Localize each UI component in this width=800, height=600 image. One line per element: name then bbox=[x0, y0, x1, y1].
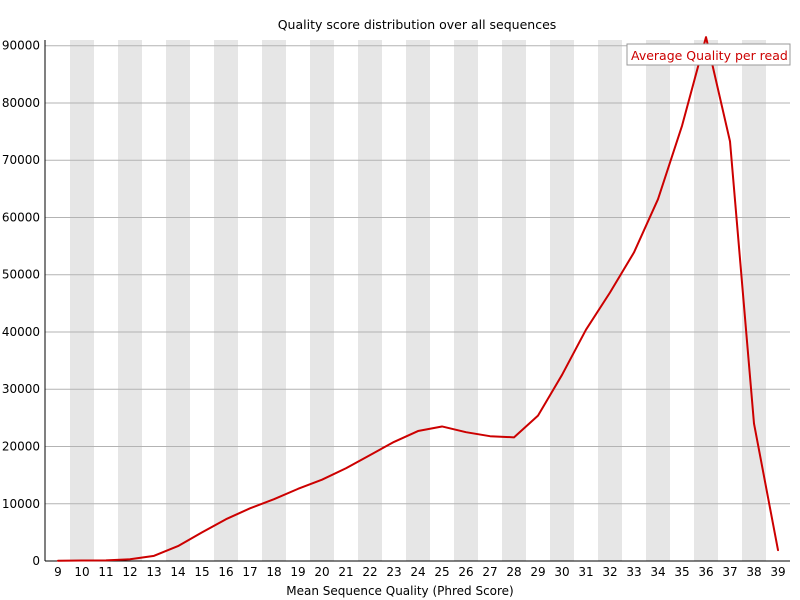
x-tick-label-22: 22 bbox=[362, 565, 377, 579]
x-tick-label-18: 18 bbox=[266, 565, 281, 579]
legend: Average Quality per read bbox=[626, 43, 791, 66]
x-tick-label-27: 27 bbox=[482, 565, 497, 579]
x-tick-label-33: 33 bbox=[626, 565, 641, 579]
x-tick-label-23: 23 bbox=[386, 565, 401, 579]
x-tick-label-34: 34 bbox=[650, 565, 665, 579]
x-tick-label-14: 14 bbox=[170, 565, 185, 579]
x-tick-label-21: 21 bbox=[338, 565, 353, 579]
y-tick-labels: 0 10000 20000 30000 40000 50000 60000 70000 8000… bbox=[2, 39, 40, 568]
stripe-36 bbox=[694, 40, 718, 561]
plot-gridlines bbox=[45, 45, 790, 505]
x-tick-label-38: 38 bbox=[746, 565, 761, 579]
stripe-26 bbox=[454, 40, 478, 561]
x-tick-label-13: 13 bbox=[146, 565, 161, 579]
x-tick-label-16: 16 bbox=[218, 565, 233, 579]
x-tick-label-29: 29 bbox=[530, 565, 545, 579]
stripe-20 bbox=[310, 40, 334, 561]
x-tick-label-28: 28 bbox=[506, 565, 521, 579]
legend-label: Average Quality per read bbox=[631, 48, 788, 63]
x-tick-label-10: 10 bbox=[74, 565, 89, 579]
y-tick-label-50000: 50000 bbox=[2, 268, 40, 282]
stripe-18 bbox=[262, 40, 286, 561]
x-tick-label-39: 39 bbox=[770, 565, 785, 579]
x-tick-label-12: 12 bbox=[122, 565, 137, 579]
x-tick-label-36: 36 bbox=[698, 565, 713, 579]
stripe-34 bbox=[646, 40, 670, 561]
x-tick-labels: 9 10 11 12 13 14 15 16 17 18 19 20 21 22 23 24 25 26 27 28 2… bbox=[54, 565, 785, 579]
chart-title: Quality score distribution over all sequ… bbox=[278, 17, 557, 32]
x-tick-label-11: 11 bbox=[98, 565, 113, 579]
stripe-16 bbox=[214, 40, 238, 561]
y-tick-label-40000: 40000 bbox=[2, 325, 40, 339]
stripe-32 bbox=[598, 40, 622, 561]
x-axis-label: Mean Sequence Quality (Phred Score) bbox=[286, 584, 514, 598]
x-tick-label-24: 24 bbox=[410, 565, 425, 579]
plot-stripes bbox=[70, 40, 766, 561]
x-tick-label-37: 37 bbox=[722, 565, 737, 579]
stripe-12 bbox=[118, 40, 142, 561]
stripe-22 bbox=[358, 40, 382, 561]
stripe-30 bbox=[550, 40, 574, 561]
plot-axes bbox=[44, 40, 790, 562]
x-tick-label-15: 15 bbox=[194, 565, 209, 579]
series-lines bbox=[57, 36, 779, 562]
y-tick-label-60000: 60000 bbox=[2, 210, 40, 224]
y-tick-label-90000: 90000 bbox=[2, 39, 40, 53]
y-tick-label-0: 0 bbox=[32, 554, 40, 568]
y-tick-label-10000: 10000 bbox=[2, 497, 40, 511]
legend-box bbox=[626, 43, 791, 66]
stripe-28 bbox=[502, 40, 526, 561]
x-tick-label-25: 25 bbox=[434, 565, 449, 579]
x-tick-label-35: 35 bbox=[674, 565, 689, 579]
x-tick-label-9: 9 bbox=[54, 565, 62, 579]
x-tick-label-26: 26 bbox=[458, 565, 473, 579]
x-tick-label-20: 20 bbox=[314, 565, 329, 579]
y-tick-label-80000: 80000 bbox=[2, 96, 40, 110]
stripe-38 bbox=[742, 40, 766, 561]
x-tick-label-19: 19 bbox=[290, 565, 305, 579]
stripe-10 bbox=[70, 40, 94, 561]
y-tick-label-30000: 30000 bbox=[2, 382, 40, 396]
y-tick-label-70000: 70000 bbox=[2, 153, 40, 167]
x-tick-label-31: 31 bbox=[578, 565, 593, 579]
y-tick-label-20000: 20000 bbox=[2, 439, 40, 453]
x-tick-label-32: 32 bbox=[602, 565, 617, 579]
stripe-14 bbox=[166, 40, 190, 561]
x-tick-label-30: 30 bbox=[554, 565, 569, 579]
series-line-0 bbox=[57, 36, 779, 562]
stripe-24 bbox=[406, 40, 430, 561]
x-tick-label-17: 17 bbox=[242, 565, 257, 579]
